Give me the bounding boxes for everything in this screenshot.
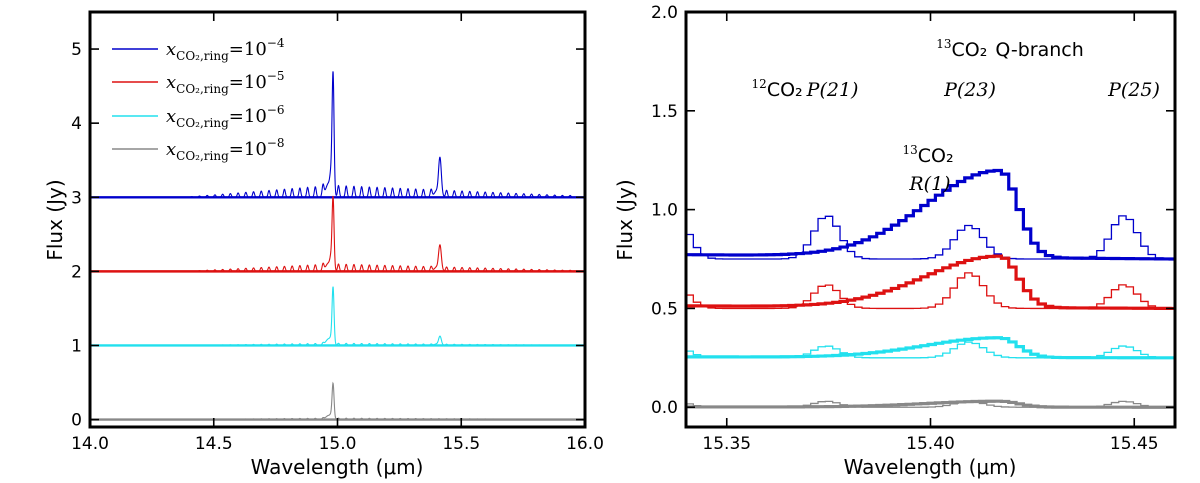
left-ylabel: Flux (Jy) [43, 179, 67, 260]
left-series-1 [90, 195, 585, 272]
left-ytick-label-4: 4 [71, 114, 82, 134]
right-ticks-group: 15.35 15.40 15.45 0.0 0.5 1.0 1.5 2.0 [651, 3, 1175, 454]
left-xtick-label-0: 14.0 [71, 434, 109, 454]
left-series-group [90, 71, 585, 421]
right-xtick-label-1: 15.40 [906, 434, 955, 454]
annotation-q-branch: 13CO₂ Q-branch [936, 37, 1084, 61]
legend-entry-2: xCO₂,ring=10−6 [112, 103, 285, 130]
right-series-thick-3 [686, 399, 1175, 409]
left-panel: 14.0 14.5 15.0 15.5 16.0 0 1 2 3 4 5 Wavelength (μ… [43, 10, 604, 479]
annotation-p25: P(25) [1107, 79, 1160, 101]
right-series-thin-0 [686, 215, 1175, 260]
right-xtick-label-0: 15.35 [702, 434, 751, 454]
legend-label-0: xCO₂,ring=10−4 [166, 36, 285, 63]
left-series-2 [90, 286, 585, 347]
left-plot-frame [88, 10, 587, 429]
annotation-r1-label: R(1) [908, 173, 950, 195]
left-xlabel: Wavelength (μm) [251, 455, 424, 479]
left-series-3 [90, 381, 585, 421]
right-ylabel: Flux (Jy) [613, 179, 637, 260]
right-series-group [686, 168, 1175, 409]
legend-label-1: xCO₂,ring=10−5 [166, 69, 285, 96]
right-xtick-label-2: 15.45 [1110, 434, 1159, 454]
annotation-p21: 12CO₂ P(21) [752, 77, 859, 101]
left-ytick-label-2: 2 [71, 262, 82, 282]
left-xtick-label-3: 15.5 [442, 434, 480, 454]
left-ytick-label-5: 5 [71, 40, 82, 60]
right-ytick-label-4: 2.0 [651, 3, 678, 23]
right-series-thick-1 [686, 254, 1175, 311]
annotation-r1-species: 13CO₂ [902, 143, 953, 167]
right-series-thin-1 [686, 272, 1175, 310]
left-xtick-label-1: 14.5 [195, 434, 233, 454]
right-ytick-label-1: 0.5 [651, 299, 678, 319]
right-xlabel: Wavelength (μm) [844, 455, 1017, 479]
left-series-0 [90, 71, 585, 198]
right-ytick-label-2: 1.0 [651, 201, 678, 221]
right-plot-frame [684, 10, 1177, 429]
legend-label-2: xCO₂,ring=10−6 [166, 103, 285, 130]
left-xtick-label-4: 16.0 [566, 434, 604, 454]
left-ytick-label-0: 0 [71, 411, 82, 431]
legend-label-3: xCO₂,ring=10−8 [166, 136, 285, 163]
left-ytick-label-1: 1 [71, 336, 82, 356]
right-series-thick-2 [686, 336, 1175, 360]
right-series-thick-0 [686, 168, 1175, 261]
legend: xCO₂,ring=10−4 xCO₂,ring=10−5 xCO₂,ring=… [112, 36, 285, 163]
legend-entry-1: xCO₂,ring=10−5 [112, 69, 285, 96]
annotation-p23: P(23) [943, 79, 996, 101]
left-xtick-label-2: 15.0 [319, 434, 357, 454]
legend-entry-0: xCO₂,ring=10−4 [112, 36, 285, 63]
left-ticks-group: 14.0 14.5 15.0 15.5 16.0 0 1 2 3 4 5 [71, 12, 604, 454]
right-panel: 15.35 15.40 15.45 0.0 0.5 1.0 1.5 2.0 Wavelengt… [613, 3, 1177, 479]
left-ytick-label-3: 3 [71, 188, 82, 208]
legend-entry-3: xCO₂,ring=10−8 [112, 136, 285, 163]
right-ytick-label-0: 0.0 [651, 398, 678, 418]
right-ytick-label-3: 1.5 [651, 102, 678, 122]
